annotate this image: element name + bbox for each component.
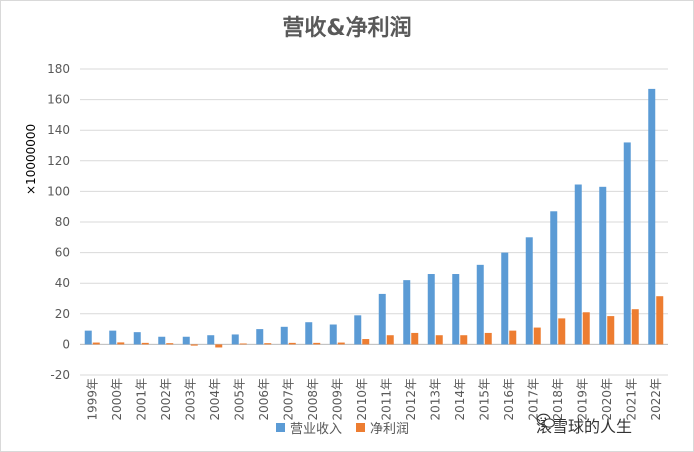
x-tick-label: 2021年 — [624, 378, 638, 421]
y-tick-label: 40 — [55, 276, 70, 290]
bar-revenue — [109, 330, 117, 345]
bar-net-profit — [313, 342, 321, 345]
x-tick-label: 2010年 — [355, 378, 369, 421]
x-tick-label: 2022年 — [649, 378, 663, 421]
bar-net-profit — [92, 342, 100, 345]
y-tick-label: 60 — [55, 246, 70, 260]
bar-net-profit — [337, 342, 345, 345]
bar-revenue — [599, 186, 607, 345]
x-tick-label: 2008年 — [306, 378, 320, 421]
y-tick-label: -20 — [50, 368, 70, 382]
x-tick-label: 2014年 — [453, 378, 467, 421]
bar-net-profit — [288, 342, 296, 345]
bar-revenue — [305, 322, 313, 345]
bar-net-profit — [582, 312, 590, 345]
y-tick-label: 0 — [62, 337, 70, 351]
chart-title: 营收&净利润 — [282, 16, 412, 41]
bar-revenue — [207, 335, 215, 345]
x-tick-label: 2013年 — [428, 378, 442, 421]
legend-item-revenue: 营业收入 — [276, 418, 342, 437]
bar-revenue — [133, 332, 141, 345]
legend-item-net-profit: 净利润 — [356, 418, 409, 437]
bar-revenue — [574, 184, 582, 345]
bar-revenue — [623, 142, 631, 345]
legend: 营业收入 净利润 — [276, 418, 409, 437]
bar-net-profit — [533, 327, 541, 345]
x-tick-label: 2012年 — [404, 378, 418, 421]
bar-revenue — [501, 252, 509, 345]
y-tick-label: 120 — [47, 154, 70, 168]
bar-net-profit — [166, 343, 174, 345]
y-tick-label: 140 — [47, 123, 70, 137]
bar-net-profit — [631, 309, 639, 345]
x-tick-label: 2011年 — [379, 378, 393, 421]
bar-net-profit — [239, 343, 247, 345]
x-tick-label: 1999年 — [85, 378, 99, 421]
legend-label-net-profit: 净利润 — [370, 422, 410, 437]
bar-net-profit — [141, 342, 149, 345]
bar-net-profit — [264, 343, 272, 345]
legend-swatch-net-profit — [356, 423, 366, 432]
bar-net-profit — [460, 335, 468, 345]
x-tick-label: 2005年 — [232, 378, 246, 421]
x-tick-label: 2007年 — [281, 378, 295, 421]
bar-revenue — [476, 264, 484, 345]
bar-net-profit — [484, 332, 492, 345]
bar-revenue — [256, 329, 264, 345]
bar-revenue — [280, 326, 288, 345]
bar-net-profit — [362, 339, 370, 345]
bar-revenue — [158, 336, 166, 345]
wechat-icon — [536, 413, 555, 428]
bar-revenue — [427, 274, 435, 345]
y-tick-label: 160 — [47, 93, 70, 107]
bar-net-profit — [509, 330, 517, 345]
bar-revenue — [354, 315, 362, 345]
x-tick-label: 2001年 — [134, 378, 148, 421]
bar-revenue — [182, 336, 190, 345]
bar-revenue — [452, 274, 460, 345]
x-tick-label: 2018年 — [551, 378, 565, 421]
bar-net-profit — [411, 332, 419, 345]
bar-net-profit — [117, 342, 125, 345]
y-tick-label: 180 — [47, 62, 70, 76]
x-tick-label: 2020年 — [600, 378, 614, 421]
y-tick-label: 80 — [55, 215, 70, 229]
x-tick-label: 2015年 — [477, 378, 491, 421]
bar-revenue — [231, 334, 239, 345]
bar-net-profit — [656, 296, 664, 345]
legend-label-revenue: 营业收入 — [290, 422, 343, 437]
y-tick-label: 100 — [47, 184, 70, 198]
bar-net-profit — [386, 335, 394, 345]
bar-revenue — [550, 211, 558, 345]
bar-revenue — [329, 324, 337, 345]
x-tick-label: 2019年 — [575, 378, 589, 421]
x-tick-label: 2016年 — [502, 378, 516, 421]
x-tick-label: 2006年 — [257, 378, 271, 421]
x-tick-label: 2004年 — [208, 378, 222, 421]
x-tick-label: 2003年 — [183, 378, 197, 421]
watermark: 滚雪球的人生 — [536, 413, 632, 437]
bar-revenue — [525, 237, 533, 345]
x-tick-label: 2009年 — [330, 378, 344, 421]
bar-revenue — [378, 293, 386, 345]
bar-net-profit — [607, 316, 615, 345]
y-tick-label: 20 — [55, 307, 70, 321]
x-tick-label: 2017年 — [526, 378, 540, 421]
x-tick-label: 2000年 — [110, 378, 124, 421]
bar-revenue — [84, 330, 92, 345]
bar-net-profit — [215, 344, 223, 348]
bar-net-profit — [558, 318, 566, 345]
bar-net-profit — [435, 335, 443, 345]
bar-revenue — [648, 88, 656, 345]
bar-net-profit — [190, 344, 198, 346]
watermark-text: 滚雪球的人生 — [536, 417, 633, 436]
bar-revenue — [403, 280, 411, 345]
x-tick-label: 2002年 — [159, 378, 173, 421]
legend-swatch-revenue — [276, 423, 285, 432]
